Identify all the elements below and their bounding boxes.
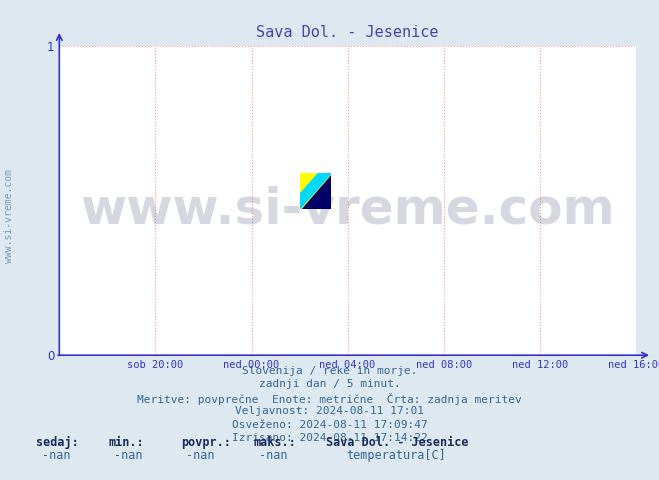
Text: -nan: -nan — [186, 449, 215, 462]
Title: Sava Dol. - Jesenice: Sava Dol. - Jesenice — [256, 25, 439, 40]
Text: temperatura[C]: temperatura[C] — [346, 449, 445, 462]
Text: maks.:: maks.: — [254, 436, 297, 449]
Text: Osveženo: 2024-08-11 17:09:47: Osveženo: 2024-08-11 17:09:47 — [231, 420, 428, 430]
Text: www.si-vreme.com: www.si-vreme.com — [3, 169, 14, 263]
Text: Veljavnost: 2024-08-11 17:01: Veljavnost: 2024-08-11 17:01 — [235, 406, 424, 416]
Text: www.si-vreme.com: www.si-vreme.com — [80, 186, 615, 234]
Text: -nan: -nan — [114, 449, 142, 462]
Text: Izrisano: 2024-08-11 17:14:22: Izrisano: 2024-08-11 17:14:22 — [231, 433, 428, 443]
Polygon shape — [300, 173, 331, 209]
Text: sedaj:: sedaj: — [36, 436, 79, 449]
Polygon shape — [300, 173, 331, 209]
Text: povpr.:: povpr.: — [181, 436, 231, 449]
Text: zadnji dan / 5 minut.: zadnji dan / 5 minut. — [258, 379, 401, 389]
Text: -nan: -nan — [42, 449, 70, 462]
Text: Meritve: povprečne  Enote: metrične  Črta: zadnja meritev: Meritve: povprečne Enote: metrične Črta:… — [137, 393, 522, 405]
Text: Sava Dol. - Jesenice: Sava Dol. - Jesenice — [326, 436, 469, 449]
Text: -nan: -nan — [259, 449, 287, 462]
Text: min.:: min.: — [109, 436, 144, 449]
Text: Slovenija / reke in morje.: Slovenija / reke in morje. — [242, 366, 417, 376]
